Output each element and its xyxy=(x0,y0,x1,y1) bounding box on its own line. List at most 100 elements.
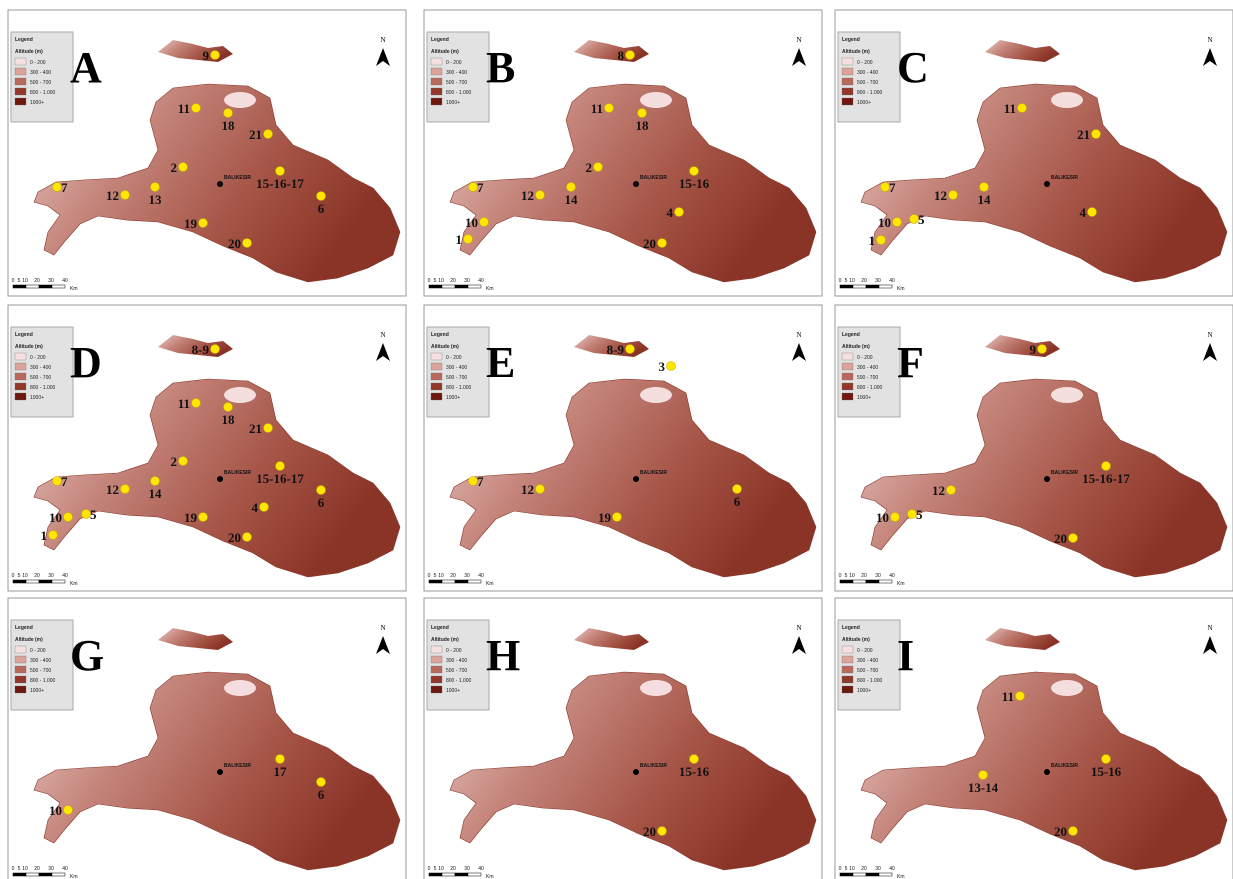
site-marker xyxy=(64,513,73,522)
site-label: 2 xyxy=(586,160,593,175)
lake xyxy=(1051,680,1083,696)
legend-item: 500 - 700 xyxy=(446,375,467,381)
site-label: 21 xyxy=(249,127,262,142)
scale-label: 5 xyxy=(434,278,437,284)
scale-segment xyxy=(866,580,879,583)
legend-swatch xyxy=(842,58,853,65)
scale-label: 20 xyxy=(861,573,867,579)
legend-swatch xyxy=(431,666,442,673)
site-marker xyxy=(264,424,273,433)
city-dot xyxy=(217,476,223,482)
legend-swatch xyxy=(15,666,26,673)
legend-swatch xyxy=(431,393,442,400)
legend-swatch xyxy=(431,656,442,663)
legend-swatch xyxy=(842,98,853,105)
site-label: 17 xyxy=(274,764,288,779)
site-marker xyxy=(276,462,285,471)
legend-swatch xyxy=(842,676,853,683)
legend-subtitle: Altitude (m) xyxy=(842,637,870,643)
city-dot xyxy=(633,769,639,775)
site-label: 20 xyxy=(643,236,656,251)
legend-swatch xyxy=(431,676,442,683)
site-marker xyxy=(675,208,684,217)
legend-swatch xyxy=(842,363,853,370)
site-label: 11 xyxy=(178,101,190,116)
legend-subtitle: Altitude (m) xyxy=(15,49,43,55)
site-marker xyxy=(464,235,473,244)
scale-segment xyxy=(853,873,866,876)
legend-item: 1000+ xyxy=(30,688,44,694)
site-marker xyxy=(536,485,545,494)
site-label: 13-14 xyxy=(968,780,999,795)
site-marker xyxy=(199,219,208,228)
site-label: 10 xyxy=(878,215,891,230)
legend-item: 1000+ xyxy=(30,395,44,401)
lake xyxy=(224,680,256,696)
scale-label: 0 xyxy=(428,866,431,872)
site-label: 19 xyxy=(184,216,198,231)
legend-item: 0 - 200 xyxy=(857,60,873,66)
scale-label: 10 xyxy=(438,866,444,872)
legend-item: 0 - 200 xyxy=(857,355,873,361)
scale-segment xyxy=(39,285,52,288)
scale-label: 5 xyxy=(18,573,21,579)
site-label: 9 xyxy=(203,48,210,63)
legend-title: Legend xyxy=(15,625,33,631)
site-label: 3 xyxy=(659,359,666,374)
north-label: N xyxy=(796,331,801,339)
north-label: N xyxy=(1207,36,1212,44)
site-label: 1 xyxy=(456,232,463,247)
site-label: 12 xyxy=(932,483,945,498)
site-marker xyxy=(613,513,622,522)
scale-label: 0 xyxy=(839,278,842,284)
site-marker xyxy=(49,531,58,540)
legend-title: Legend xyxy=(431,37,449,43)
site-marker xyxy=(626,51,635,60)
site-label: 15-16 xyxy=(1091,764,1122,779)
map-panel: LegendAltitude (m)0 - 200300 - 400500 - … xyxy=(835,10,1233,296)
city-label: BALIKESIR xyxy=(1051,763,1078,769)
legend-swatch xyxy=(431,353,442,360)
city-label: BALIKESIR xyxy=(224,763,251,769)
legend-swatch xyxy=(15,78,26,85)
legend-item: 800 - 1.000 xyxy=(446,678,472,684)
legend-item: 300 - 400 xyxy=(857,658,878,664)
site-label: 11 xyxy=(1004,101,1016,116)
legend-subtitle: Altitude (m) xyxy=(15,637,43,643)
legend-item: 300 - 400 xyxy=(30,70,51,76)
legend-item: 800 - 1.000 xyxy=(857,385,883,391)
panel-letter: H xyxy=(486,631,520,680)
map-panel: LegendAltitude (m)0 - 200300 - 400500 - … xyxy=(424,305,822,591)
legend-title: Legend xyxy=(15,37,33,43)
scale-label: 0 xyxy=(12,573,15,579)
site-marker xyxy=(317,778,326,787)
north-label: N xyxy=(380,36,385,44)
site-label: 6 xyxy=(318,495,325,510)
scale-segment xyxy=(455,873,468,876)
site-marker xyxy=(1069,534,1078,543)
legend-item: 0 - 200 xyxy=(446,60,462,66)
scale-label: 10 xyxy=(22,278,28,284)
scale-segment xyxy=(13,580,26,583)
site-marker xyxy=(893,218,902,227)
site-marker xyxy=(1102,755,1111,764)
site-marker xyxy=(317,486,326,495)
site-label: 11 xyxy=(178,396,190,411)
legend-subtitle: Altitude (m) xyxy=(842,49,870,55)
legend-item: 0 - 200 xyxy=(30,355,46,361)
legend-swatch xyxy=(15,98,26,105)
city-label: BALIKESIR xyxy=(224,175,251,181)
legend-swatch xyxy=(431,383,442,390)
scale-segment xyxy=(429,285,442,288)
legend-item: 800 - 1.000 xyxy=(446,385,472,391)
legend-swatch xyxy=(15,88,26,95)
legend-swatch xyxy=(431,646,442,653)
city-dot xyxy=(1044,181,1050,187)
legend-swatch xyxy=(431,78,442,85)
scale-segment xyxy=(879,580,892,583)
legend-item: 0 - 200 xyxy=(446,355,462,361)
panel-letter: F xyxy=(897,338,924,387)
city-dot xyxy=(217,181,223,187)
